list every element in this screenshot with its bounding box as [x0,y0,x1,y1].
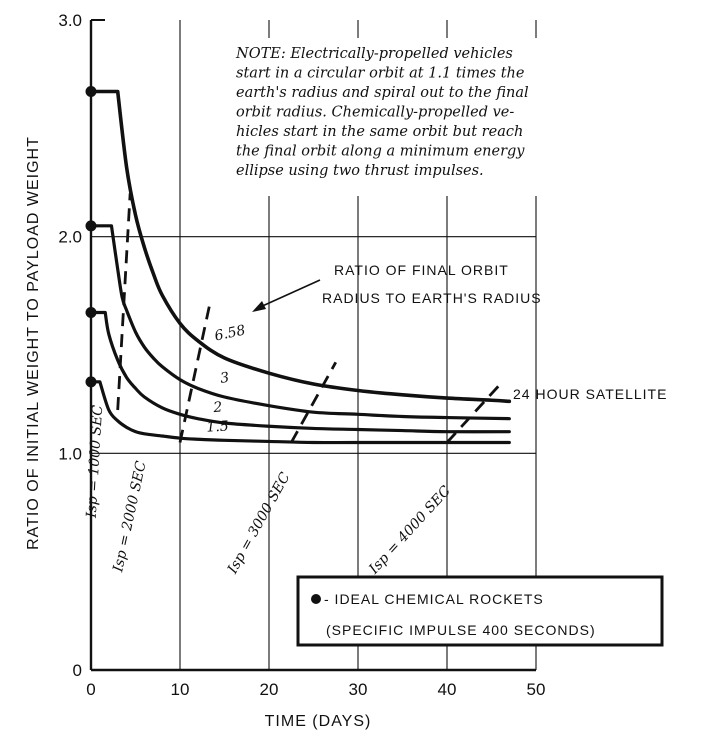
end-annotation: 24 HOUR SATELLITE [513,386,667,402]
series-label-1-5: 1.5 [206,419,229,436]
series-label-2: 2 [212,399,223,416]
chemical-point-6-58 [85,86,97,97]
y-axis-label: RATIO OF INITIAL WEIGHT TO PAYLOAD WEIGH… [25,136,42,550]
x-tick-label: 40 [438,680,457,699]
note-backing [226,38,544,196]
note-line: earth's radius and spiral out to the fin… [236,85,529,101]
y-tick-label: 1.0 [58,444,82,463]
note-line: start in a circular orbit at 1.1 times t… [236,66,524,82]
legend-line-1: - IDEAL CHEMICAL ROCKETS [324,591,544,607]
isp-line-4 [445,383,502,444]
caption-line-1: RATIO OF FINAL ORBIT [334,262,509,278]
chemical-points [85,86,97,388]
axes [89,19,536,672]
tick-labels: 0 10 20 30 40 50 0 1.0 2.0 3.0 [58,11,545,699]
y-tick-label: 0 [73,661,82,680]
caption-arrow [257,279,321,309]
caption-line-2: RADIUS TO EARTH'S RADIUS [322,290,542,306]
note-line: ellipse using two thrust impulses. [236,163,484,179]
y-tick-label: 3.0 [58,11,82,30]
series-line-3 [89,224,511,421]
note-line: NOTE: Electrically-propelled vehicles [235,46,513,62]
isp-label-2: Isp = 2000 SEC [110,459,150,574]
curve-labels: 6.58 3 2 1.5 [206,322,247,435]
note-line: the final orbit along a minimum energy [236,144,525,160]
note-line: orbit radius. Chemically-propelled ve- [236,105,514,121]
legend-line-2: (SPECIFIC IMPULSE 400 SECONDS) [326,622,596,638]
caption-arrowhead [252,301,266,312]
legend: - IDEAL CHEMICAL ROCKETS (SPECIFIC IMPUL… [296,575,664,647]
x-axis-label: TIME (DAYS) [265,713,372,730]
isp-line-3 [290,361,337,444]
isp-label-4: Isp = 4000 SEC [365,483,454,578]
isp-line-2 [178,305,211,443]
note-block: NOTE: Electrically-propelled vehicles sta… [226,38,544,196]
y-tick-label: 2.0 [58,228,82,247]
note-line: hicles start in the same orbit but reach [236,124,523,140]
chemical-point-1-5 [85,376,97,388]
x-tick-label: 30 [349,680,368,699]
x-tick-label: 20 [260,680,279,699]
isp-line-1 [116,193,132,411]
legend-frame [296,575,664,647]
x-tick-label: 50 [527,680,546,699]
isp-label-1: Isp = 1000 SEC [84,404,107,519]
series-line-6-58 [89,89,512,404]
curve-family-caption: RATIO OF FINAL ORBIT RADIUS TO EARTH'S RA… [322,262,542,306]
chemical-point-2 [85,307,97,318]
isp-label-3: Isp = 3000 SEC [224,470,293,578]
x-tick-label: 0 [86,680,95,699]
series-label-3: 3 [219,370,230,387]
series-label-6-58: 6.58 [213,322,247,344]
x-tick-label: 10 [171,680,190,699]
legend-marker [311,594,321,604]
chemical-point-3 [85,220,97,232]
